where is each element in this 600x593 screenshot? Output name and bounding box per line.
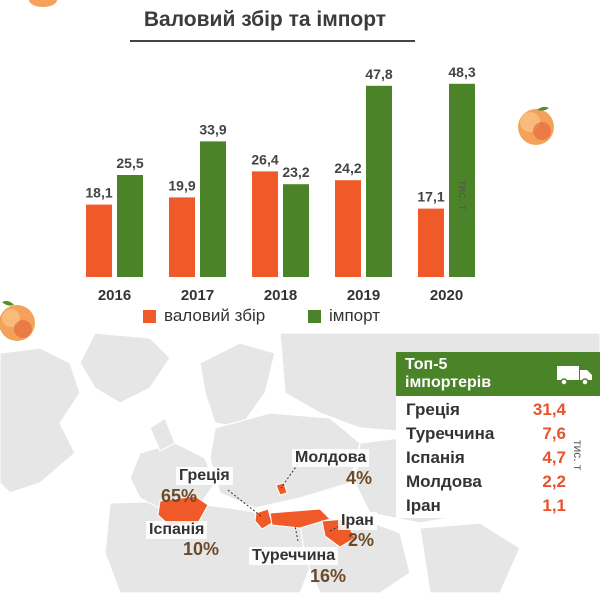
map-scandinavia xyxy=(199,342,276,429)
x-tick-label: 2020 xyxy=(430,287,463,300)
chart-title: Валовий збір та імпорт xyxy=(143,8,387,31)
bar-import-2018 xyxy=(283,184,309,277)
peach-icon xyxy=(29,0,57,7)
map-label-turkey-name: Туреччина xyxy=(249,547,339,565)
data-label: 23,2 xyxy=(282,164,309,180)
title-underline xyxy=(130,40,415,42)
top5-country: Молдова xyxy=(406,472,482,491)
bar-harvest-2018 xyxy=(252,171,278,277)
top5-country: Греція xyxy=(406,400,460,419)
bar-import-2017 xyxy=(200,141,226,277)
bar-harvest-2019 xyxy=(335,180,361,277)
data-label: 18,1 xyxy=(85,185,112,201)
map-label-spain-name: Іспанія xyxy=(146,521,208,539)
top5-unit-label: тис. т xyxy=(571,440,585,471)
data-label: 33,9 xyxy=(199,121,226,137)
data-label: 47,8 xyxy=(365,66,392,82)
top5-country: Туреччина xyxy=(406,424,495,443)
top5-value: 1,1 xyxy=(542,496,566,515)
peach-icon xyxy=(0,301,35,341)
top5-value: 31,4 xyxy=(532,400,566,419)
legend-swatch-harvest xyxy=(143,309,156,323)
data-label: 48,3 xyxy=(448,64,475,80)
map-uk xyxy=(149,417,176,452)
top5-country: Іспанія xyxy=(406,448,465,467)
top5-value: 2,2 xyxy=(542,472,566,491)
map-label-turkey-pct: 16% xyxy=(310,566,347,586)
top5-country: Іран xyxy=(406,496,441,515)
bar-harvest-2020 xyxy=(418,208,444,277)
bar-import-2019 xyxy=(366,85,392,277)
map-label-greece-pct: 65% xyxy=(161,486,198,506)
map-label-iran-name: Іран xyxy=(338,512,377,530)
map-label-moldova-pct: 4% xyxy=(346,468,373,488)
bar-harvest-2016 xyxy=(86,204,112,277)
x-tick-label: 2016 xyxy=(98,287,131,300)
legend-swatch-import xyxy=(308,309,321,323)
x-tick-label: 2017 xyxy=(181,287,214,300)
leader-iran xyxy=(329,522,346,532)
data-label: 26,4 xyxy=(251,151,278,167)
x-tick-label: 2018 xyxy=(264,287,297,300)
peach-icon xyxy=(518,106,554,145)
bar-harvest-2017 xyxy=(169,197,195,277)
top5-value: 7,6 xyxy=(542,424,566,443)
x-tick-label: 2019 xyxy=(347,287,380,300)
map-moldova-highlight xyxy=(275,482,288,496)
legend-label-import: імпорт xyxy=(329,306,380,325)
y-axis-unit-label: тис. т xyxy=(456,180,470,211)
legend-item-import: імпорт xyxy=(308,306,380,326)
legend-item-harvest: валовий збір xyxy=(143,306,265,326)
map-greenland xyxy=(79,333,171,404)
map-label-spain-pct: 10% xyxy=(183,539,220,559)
legend-label-harvest: валовий збір xyxy=(164,306,266,325)
top5-title-line1: Топ-5 xyxy=(405,356,448,373)
top5-title-line2: імпортерів xyxy=(405,374,492,391)
data-label: 25,5 xyxy=(116,155,143,171)
leader-turkey xyxy=(294,525,299,542)
top5-list: Греція 31,4 Туреччина 7,6 Іспанія 4,7 Мо… xyxy=(396,396,600,518)
bar-chart: 18,125,5 2016 19,9 33,9 2017 26,423,2 2018 24,2… xyxy=(85,64,475,300)
map-greece-highlight xyxy=(254,508,273,530)
map-label-iran-pct: 2% xyxy=(348,530,375,550)
data-label: 19,9 xyxy=(168,177,195,193)
map-label-greece-name: Греція xyxy=(176,467,233,485)
top5-header: Топ-5 імпортерів xyxy=(396,352,600,396)
map-south-asia xyxy=(419,522,521,593)
truck-icon xyxy=(557,366,592,386)
bar-import-2016 xyxy=(117,175,143,277)
top5-value: 4,7 xyxy=(542,448,566,467)
data-label: 17,1 xyxy=(417,189,444,205)
leader-greece xyxy=(227,489,263,518)
map-north-america xyxy=(0,347,81,494)
bar-import-2020 xyxy=(449,83,475,277)
map-label-moldova-name: Молдова xyxy=(292,449,370,467)
data-label: 24,2 xyxy=(334,160,361,176)
map-turkey-highlight xyxy=(269,508,331,529)
